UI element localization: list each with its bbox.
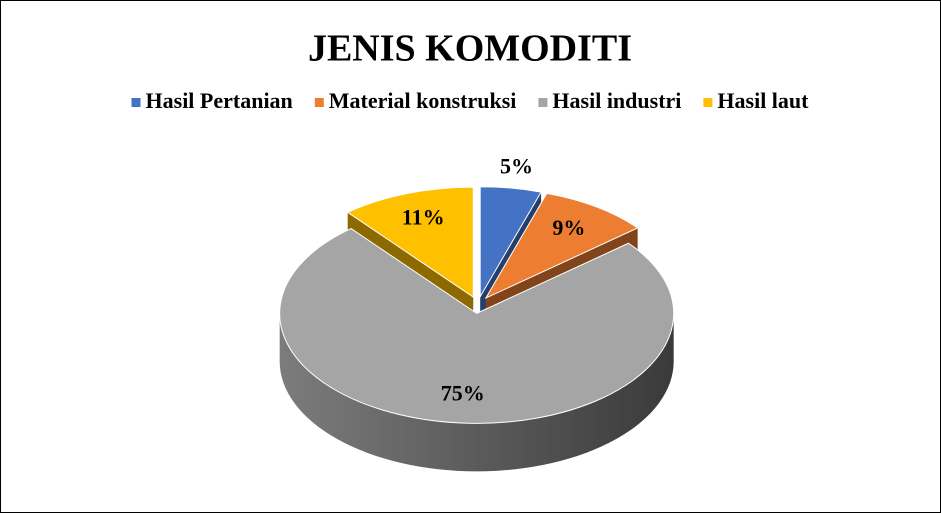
- chart-title: JENIS KOMODITI: [308, 28, 632, 70]
- data-label: 11%: [402, 205, 445, 230]
- data-label: 75%: [441, 381, 485, 406]
- legend-label: Hasil Pertanian: [146, 88, 293, 113]
- slice: [479, 186, 542, 299]
- data-label: 5%: [500, 154, 533, 179]
- legend-swatch: [131, 98, 141, 107]
- legend: Hasil Pertanian Material konstruksi Hasil …: [131, 88, 809, 113]
- legend-swatch: [538, 98, 548, 107]
- slice-side: [279, 313, 674, 472]
- legend-label: Hasil laut: [717, 88, 809, 113]
- slice: [346, 186, 474, 299]
- data-label: 9%: [552, 215, 585, 240]
- legend-swatch: [314, 98, 324, 107]
- slice: [279, 228, 675, 424]
- legend-label: Material konstruksi: [329, 88, 517, 113]
- slice: [484, 192, 639, 300]
- legend-label: Hasil industri: [552, 88, 681, 113]
- legend-swatch: [703, 98, 713, 107]
